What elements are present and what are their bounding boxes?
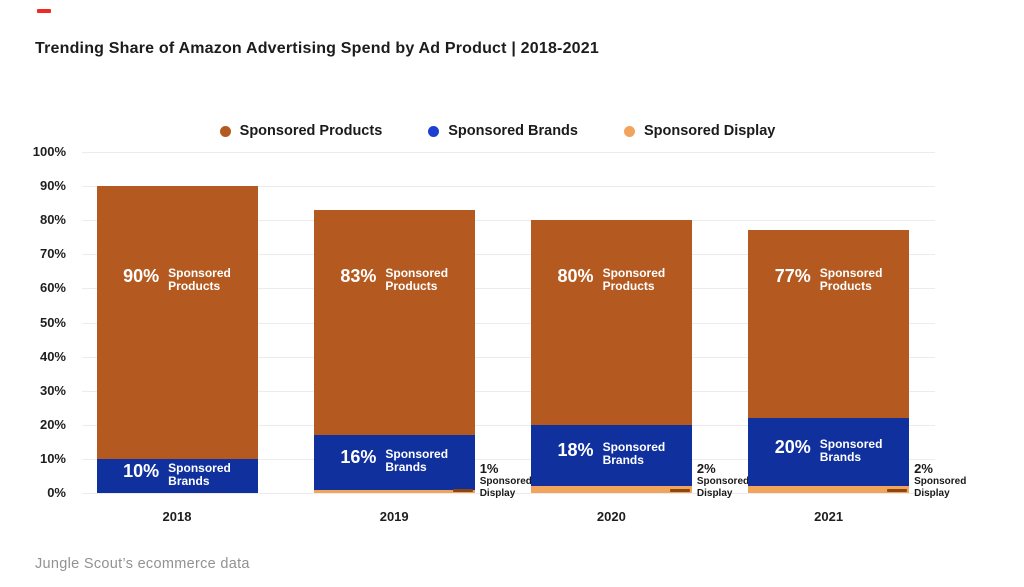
y-tick-label: 100% — [32, 144, 66, 159]
display-annotation: 2% Sponsored Display — [669, 461, 767, 500]
gridline — [82, 424, 935, 426]
y-tick-label: 70% — [39, 246, 66, 262]
bar-segment-sponsored-products — [96, 186, 258, 493]
gridline — [82, 356, 935, 358]
bar-segment-sponsored-display — [530, 486, 692, 493]
annotation-leader-dash — [452, 489, 473, 492]
x-axis-label: 2019 — [379, 509, 409, 524]
source-caption: Jungle Scout’s ecommerce data — [35, 556, 250, 572]
legend-label: Sponsored Display — [643, 123, 776, 139]
annotation-leader-dash — [887, 489, 908, 492]
gridline — [82, 152, 935, 153]
annotation-percentage: 2% — [914, 461, 933, 476]
bar-segment-sponsored-brands — [313, 435, 475, 490]
y-tick-label: 50% — [39, 314, 66, 330]
legend-dot-icon — [428, 125, 440, 137]
y-axis: 100% 90% 80% 70% 60% 50% 40% 30% 20% 10% 0% — [0, 144, 76, 500]
annotation-text: Display — [914, 488, 950, 499]
display-annotation: 1% Sponsored Display — [452, 461, 550, 500]
y-tick-label: 20% — [39, 416, 66, 432]
gridline — [82, 288, 935, 290]
legend-label: Sponsored Products — [239, 123, 383, 139]
x-axis-label: 2020 — [596, 509, 626, 524]
annotation-text: Sponsored — [696, 476, 750, 487]
bar-segment-sponsored-display — [748, 486, 910, 493]
bar-segment-sponsored-display — [313, 489, 475, 493]
bar-segment-sponsored-brands — [748, 418, 910, 487]
annotation-text: Display — [479, 488, 516, 499]
legend-item: Sponsored Products — [219, 123, 383, 139]
bar-segment-sponsored-brands — [96, 458, 258, 493]
gridline — [82, 493, 935, 494]
bar-segment-sponsored-brands — [530, 424, 692, 487]
y-tick-label: 60% — [39, 280, 66, 296]
legend-item: Sponsored Display — [623, 123, 776, 139]
display-annotation: 2% Sponsored Display — [887, 461, 984, 500]
y-tick-label: 90% — [39, 178, 66, 194]
y-tick-label: 40% — [39, 348, 66, 364]
red-accent-mark — [37, 9, 51, 13]
annotation-text: Sponsored — [479, 476, 532, 487]
y-tick-label: 80% — [39, 212, 66, 228]
annotation-text: Sponsored — [914, 476, 967, 487]
plot-area: 90% Sponsored Products 10% Sponsored Brands 20… — [82, 152, 966, 524]
legend-dot-icon — [219, 125, 231, 137]
chart-legend: Sponsored Products Sponsored Brands Sponso… — [0, 123, 995, 139]
chart-title: Trending Share of Amazon Advertising Spe… — [35, 40, 599, 57]
annotation-percentage: 2% — [696, 461, 716, 476]
x-axis-label: 2018 — [162, 509, 192, 524]
x-axis-label: 2021 — [814, 509, 844, 524]
annotation-text: Display — [696, 488, 733, 499]
y-tick-label: 0% — [47, 485, 66, 500]
y-tick-label: 10% — [39, 450, 66, 466]
annotation-percentage: 1% — [479, 461, 499, 476]
gridline — [82, 220, 935, 222]
y-tick-label: 30% — [39, 382, 66, 398]
legend-item: Sponsored Brands — [428, 123, 578, 139]
gridline — [82, 458, 935, 460]
legend-label: Sponsored Brands — [448, 123, 578, 139]
gridline — [82, 390, 935, 392]
gridline — [82, 322, 935, 324]
gridline — [82, 254, 935, 256]
gridline — [82, 186, 935, 188]
legend-dot-icon — [623, 125, 635, 137]
annotation-leader-dash — [669, 489, 690, 492]
